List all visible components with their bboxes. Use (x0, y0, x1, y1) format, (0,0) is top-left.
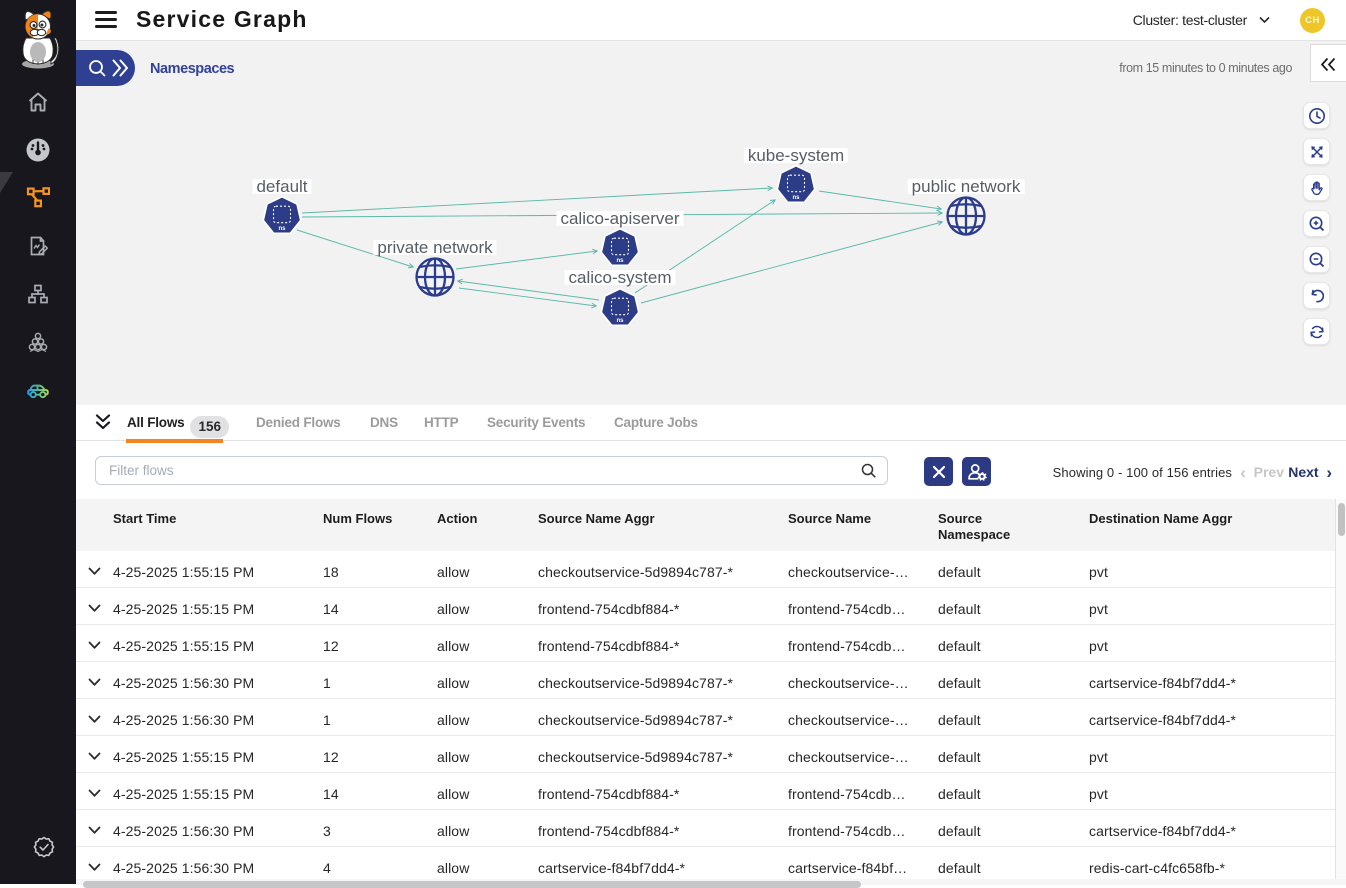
svg-text:ns: ns (792, 195, 800, 201)
svg-text:ns: ns (616, 258, 624, 264)
svg-text:ns: ns (616, 318, 624, 324)
svg-text:ns: ns (278, 226, 286, 232)
